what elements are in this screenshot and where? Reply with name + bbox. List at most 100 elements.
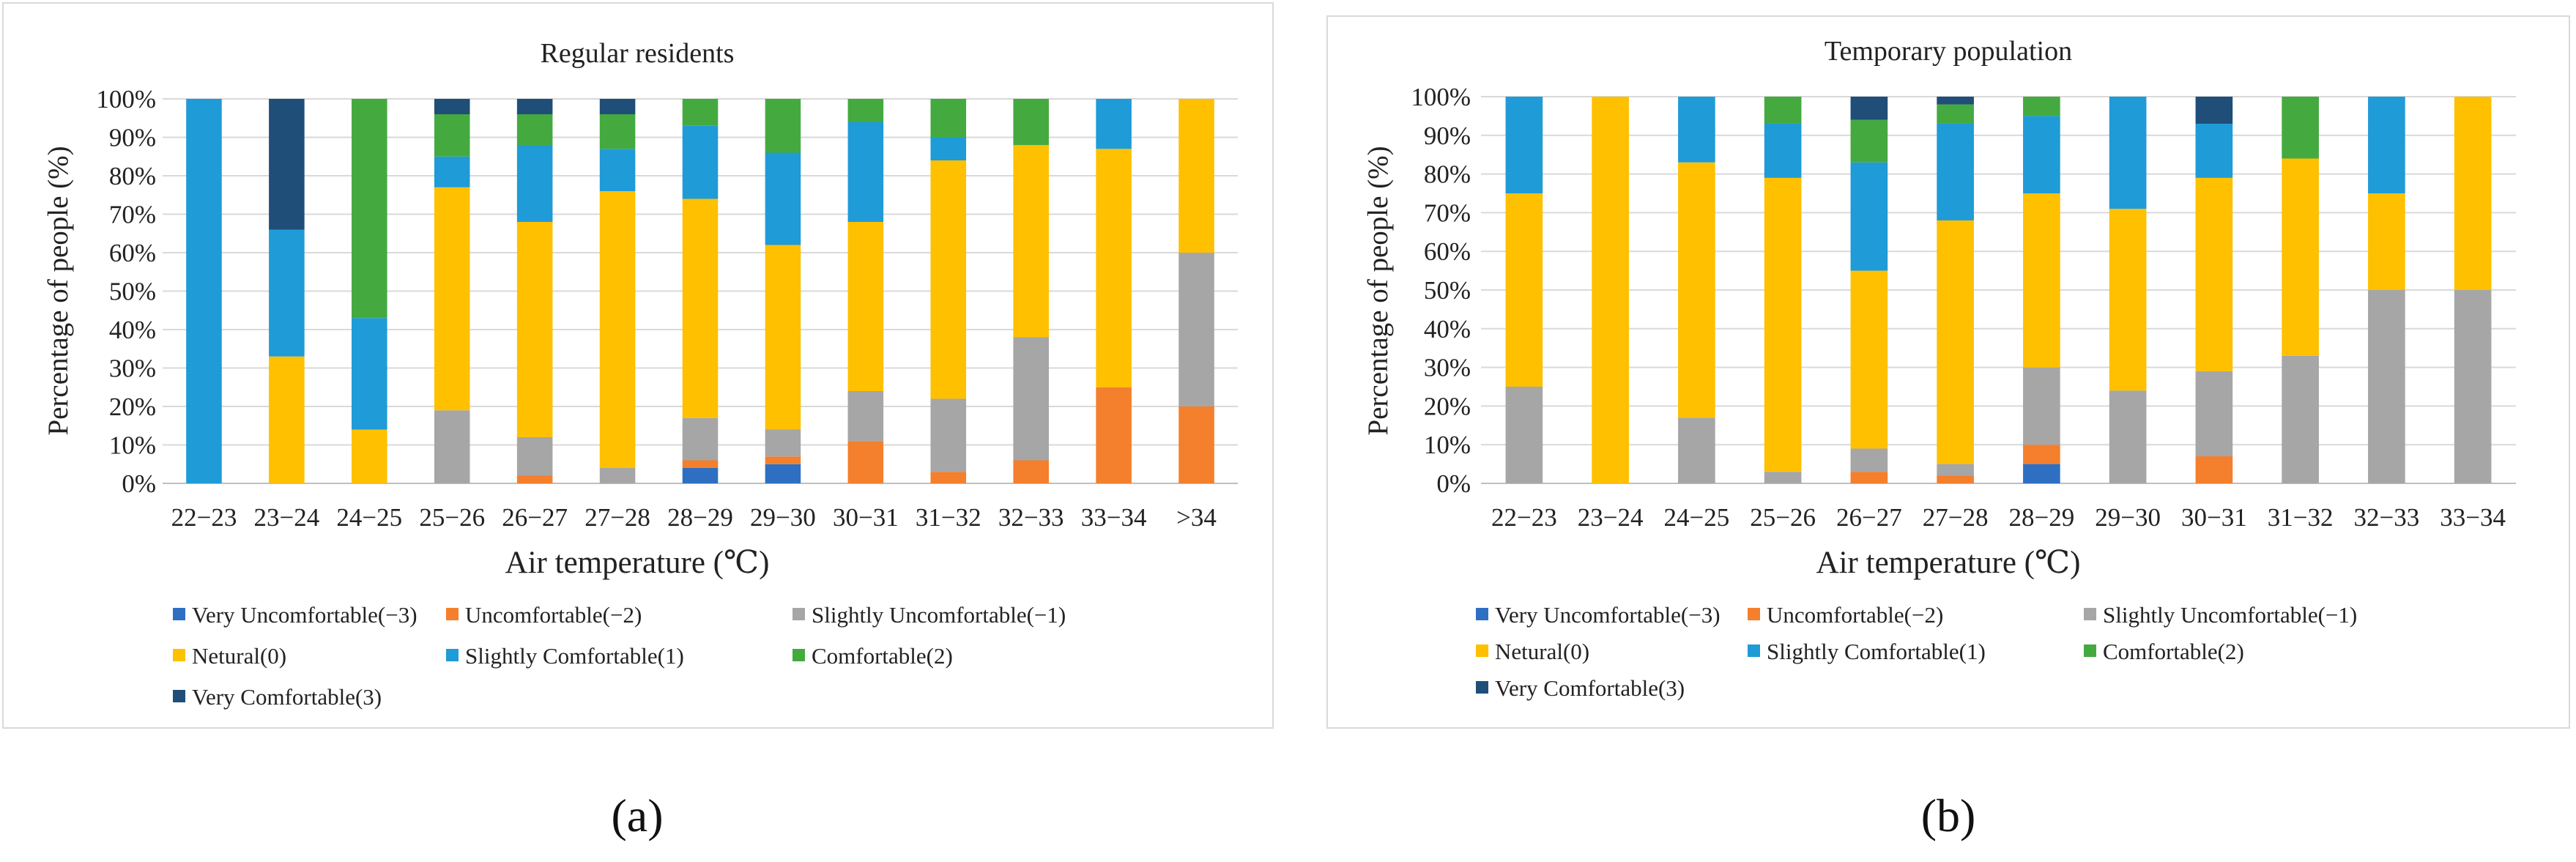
y-tick-label: 60% (109, 239, 156, 267)
y-tick-label: 90% (1424, 122, 1471, 150)
y-tick-label: 60% (1424, 237, 1471, 266)
bar-segment (847, 99, 884, 122)
x-tick-label: 28−29 (2009, 503, 2075, 532)
y-tick-label: 30% (109, 354, 156, 383)
panel-b-chart: Temporary population 0% 10% 20% 30% 40% 50% 60%… (1362, 36, 2516, 701)
legend-swatch (446, 608, 459, 620)
bar-segment (1764, 123, 1802, 178)
y-tick-label: 70% (1424, 198, 1471, 227)
bar-segment (2109, 209, 2147, 391)
bar-segment (2109, 97, 2147, 209)
bar-segment (269, 229, 305, 357)
chart-title: Regular residents (541, 38, 735, 69)
y-tick-label: 50% (1424, 276, 1471, 305)
bar-segment (2368, 97, 2405, 193)
y-tick-label: 90% (109, 124, 156, 152)
x-tick-label: 33−34 (1081, 503, 1147, 532)
bar-segment (1937, 220, 1974, 464)
legend-label: Uncomfortable(−2) (1767, 602, 1943, 628)
bar-segment (682, 198, 719, 418)
bar-segment (1850, 97, 1888, 120)
bar-segment (2023, 445, 2060, 464)
bar-segment (1505, 387, 1543, 483)
legend-label: Slightly Comfortable(1) (465, 643, 684, 669)
x-tick-label: 29−30 (2095, 503, 2161, 532)
legend-swatch (2084, 644, 2096, 657)
bar-segment (1937, 475, 1974, 483)
y-tick-label: 50% (109, 278, 156, 306)
bar-segment (269, 356, 305, 483)
bar-segment (1096, 99, 1132, 149)
x-tick-label: 24−25 (336, 503, 402, 532)
bar-segment (434, 187, 470, 411)
y-tick-label: 0% (122, 469, 156, 498)
bar-segment (2023, 97, 2060, 116)
x-tick-label: 27−28 (584, 503, 650, 532)
y-tick-label: 100% (96, 85, 156, 114)
bar-segment (1850, 162, 1888, 271)
bar-segment (1013, 337, 1049, 461)
legend-label: Comfortable(2) (812, 643, 953, 669)
bar-segment (1013, 460, 1049, 483)
bar-segment (2368, 193, 2405, 290)
x-tick-label: 25−26 (419, 503, 485, 532)
bar-segment (516, 437, 553, 476)
bar-segment (930, 137, 967, 160)
x-tick-label: 24−25 (1664, 503, 1730, 532)
bar-segment (1850, 119, 1888, 163)
bar-segment (2195, 177, 2233, 371)
bar-segment (269, 99, 305, 230)
y-tick-label: 40% (1424, 315, 1471, 343)
bar-segment (1678, 417, 1715, 483)
bar-segment (516, 114, 553, 145)
y-tick-label: 30% (1424, 354, 1471, 382)
y-tick-label: 80% (109, 162, 156, 190)
bar-segment (1937, 464, 1974, 476)
bar-segment (1850, 448, 1888, 472)
x-tick-label: 31−32 (2268, 503, 2334, 532)
bar-segment (2023, 367, 2060, 445)
legend-label: Uncomfortable(−2) (465, 602, 642, 628)
legend-label: Very Uncomfortable(−3) (1495, 602, 1721, 628)
y-tick-label: 20% (109, 393, 156, 421)
bar-segment (2195, 123, 2233, 178)
bar-segment (1764, 472, 1802, 483)
bar-segment (599, 191, 636, 468)
bar-segment (2368, 290, 2405, 483)
bar-segment (930, 472, 967, 483)
y-axis-label: Percentage of people (%) (42, 146, 74, 435)
legend-swatch (1748, 608, 1760, 620)
legend-label: Comfortable(2) (2103, 639, 2244, 664)
chart-title: Temporary population (1825, 36, 2072, 67)
y-tick-label: 80% (1424, 160, 1471, 189)
panel-a-chart: Regular residents 0% 10% 20% 30% 40% 50% 60% 70%… (42, 38, 1238, 710)
legend-label: Very Uncomfortable(−3) (192, 602, 417, 628)
legend-label: Slightly Comfortable(1) (1767, 639, 1986, 664)
bar-segment (765, 464, 801, 483)
legend-swatch (793, 649, 805, 661)
bar-segment (1937, 123, 1974, 220)
y-axis-label: Percentage of people (%) (1362, 146, 1394, 435)
bar-segment (2454, 290, 2492, 483)
bar-segment (765, 152, 801, 245)
bar-segment (2023, 116, 2060, 193)
bar-segment (765, 456, 801, 464)
bar-segment (682, 460, 719, 468)
bar-segment (2282, 355, 2319, 483)
bar-segment (682, 125, 719, 199)
bar-segment (352, 318, 387, 430)
bar-segment (1937, 97, 1974, 105)
bar-segment (2282, 158, 2319, 356)
x-tick-label: 23−24 (1578, 503, 1644, 532)
bar-segment (516, 145, 553, 222)
bar-segment (847, 122, 884, 222)
bar-segment (1764, 97, 1802, 124)
bar-segment (599, 149, 636, 191)
bar-segment (599, 114, 636, 149)
y-tick-label: 10% (109, 431, 156, 460)
bar-segment (2454, 97, 2492, 290)
bar-segment (1013, 145, 1049, 338)
legend-swatch (2084, 608, 2096, 620)
x-tick-label: 28−29 (667, 503, 733, 532)
